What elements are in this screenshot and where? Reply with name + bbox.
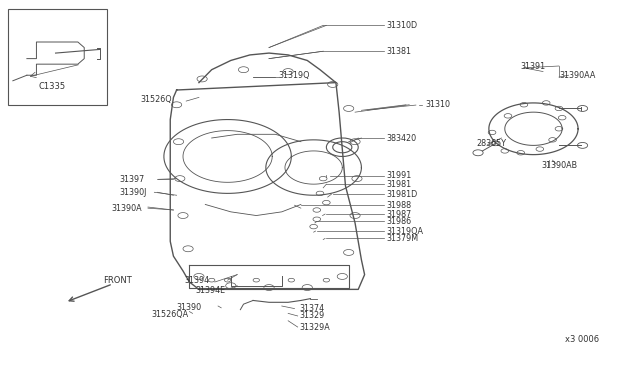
Text: x3 0006: x3 0006 (565, 335, 600, 344)
Text: 31391: 31391 (521, 61, 546, 71)
Text: 31526QA: 31526QA (151, 310, 188, 319)
Text: 31394E: 31394E (196, 286, 226, 295)
Text: 31526Q: 31526Q (140, 95, 172, 104)
Text: 31381: 31381 (387, 47, 412, 56)
Text: FRONT: FRONT (103, 276, 132, 285)
Text: 31991: 31991 (387, 171, 412, 180)
Text: 31329A: 31329A (300, 323, 330, 331)
Text: 31988: 31988 (387, 201, 412, 210)
Text: 31981: 31981 (387, 180, 412, 189)
Text: 28365Y: 28365Y (476, 139, 506, 148)
Text: 31310: 31310 (425, 100, 450, 109)
Text: 31390AA: 31390AA (559, 71, 595, 80)
Text: C1335: C1335 (38, 82, 65, 91)
Text: 31319QA: 31319QA (387, 227, 424, 235)
Text: 31986: 31986 (387, 217, 412, 226)
Text: 31987: 31987 (387, 209, 412, 219)
Text: 31397: 31397 (119, 175, 145, 184)
Text: 31310D: 31310D (387, 21, 418, 30)
Text: 31981D: 31981D (387, 190, 418, 199)
Text: 31394: 31394 (184, 276, 209, 285)
Text: 31319Q: 31319Q (278, 71, 310, 80)
Text: 31390J: 31390J (119, 188, 147, 197)
Text: 31379M: 31379M (387, 234, 419, 243)
FancyBboxPatch shape (8, 9, 106, 105)
Text: 31374: 31374 (300, 304, 324, 313)
Text: 383420: 383420 (387, 134, 417, 142)
Text: 31329: 31329 (300, 311, 325, 320)
Text: 31390: 31390 (177, 302, 202, 312)
Text: 31390AB: 31390AB (541, 161, 578, 170)
Text: 31390A: 31390A (111, 203, 141, 213)
